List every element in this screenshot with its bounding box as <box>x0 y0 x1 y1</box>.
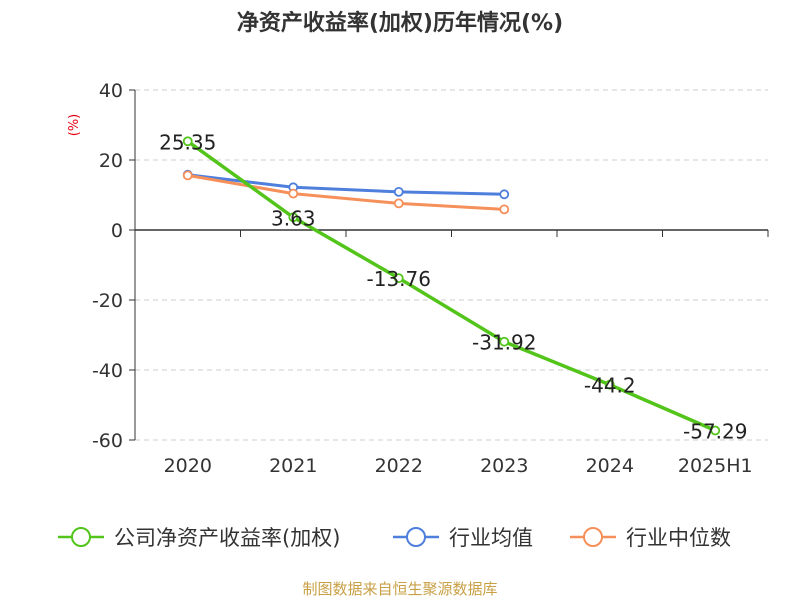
legend-item: 行业中位数 <box>570 526 731 550</box>
y-axis-unit-label: (%) <box>67 114 82 137</box>
data-point <box>288 188 299 199</box>
legend-marker <box>71 527 91 547</box>
series-lines <box>182 136 721 436</box>
legend-label: 行业中位数 <box>626 526 731 550</box>
y-tick-label: 0 <box>111 220 123 242</box>
legend-marker <box>583 527 603 547</box>
x-tick-label: 2021 <box>269 455 317 477</box>
x-tick-label: 2023 <box>480 455 528 477</box>
data-point <box>499 204 510 215</box>
data-label: -57.29 <box>683 420 747 444</box>
series-2 <box>182 170 510 215</box>
data-point <box>182 136 193 147</box>
data-source-note: 制图数据来自恒生聚源数据库 <box>302 580 497 598</box>
axes: 40 20 0 -20 -40 -60 2020 2021 2022 2023 2024 2025H1 <box>92 80 769 477</box>
x-tick-label: 2025H1 <box>678 455 753 477</box>
data-point <box>288 212 299 223</box>
legend-label: 公司净资产收益率(加权) <box>114 526 340 550</box>
x-tick-label: 2022 <box>375 455 423 477</box>
data-label: -31.92 <box>472 331 536 355</box>
legend-marker <box>406 527 426 547</box>
y-tick-label: 40 <box>99 80 123 102</box>
x-tick-label: 2024 <box>586 455 634 477</box>
y-tick-label: -40 <box>92 360 123 382</box>
x-tick-label: 2020 <box>164 455 212 477</box>
y-tick-label: 20 <box>99 150 123 172</box>
series-line <box>186 139 716 433</box>
data-label: 25.35 <box>159 130 216 154</box>
grid-lines <box>135 89 768 441</box>
data-point <box>393 198 404 209</box>
series-0 <box>182 136 721 436</box>
data-point <box>499 189 510 200</box>
legend: 公司净资产收益率(加权) 行业均值 行业中位数 <box>58 526 731 550</box>
data-point <box>604 379 615 390</box>
data-label: 3.63 <box>271 206 316 230</box>
data-point <box>393 186 404 197</box>
y-tick-label: -60 <box>92 430 123 452</box>
series-line <box>187 173 505 211</box>
legend-label: 行业均值 <box>449 526 533 550</box>
data-label: -44.2 <box>584 374 636 398</box>
legend-item: 公司净资产收益率(加权) <box>58 526 340 550</box>
legend-item: 行业均值 <box>393 526 533 550</box>
data-labels: 25.35 3.63 -13.76 -31.92 -44.2 -57.29 <box>159 130 747 443</box>
chart-title: 净资产收益率(加权)历年情况(%) <box>237 10 563 36</box>
data-point <box>182 170 193 181</box>
data-point <box>710 425 721 436</box>
data-point <box>393 273 404 284</box>
data-label: -13.76 <box>367 267 431 291</box>
data-point <box>499 336 510 347</box>
y-tick-label: -20 <box>92 290 123 312</box>
